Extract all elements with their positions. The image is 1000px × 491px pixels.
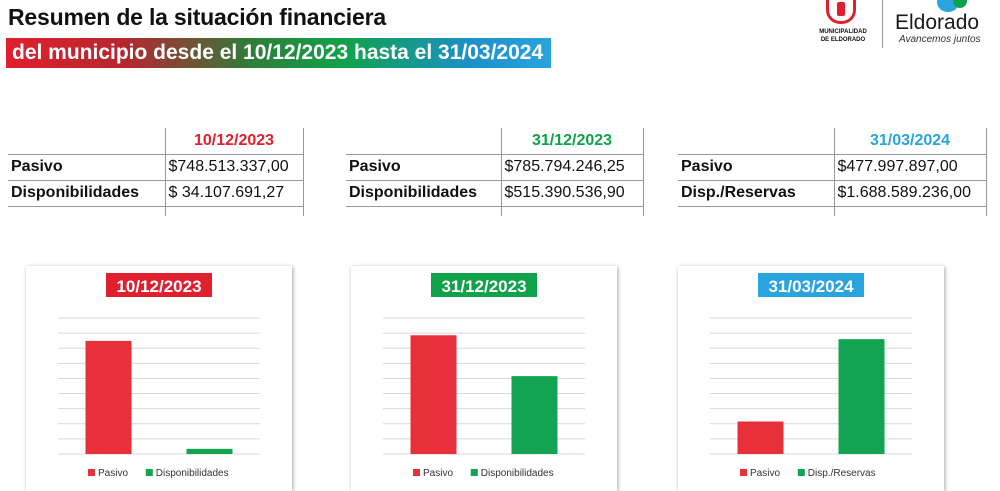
bar-disponibilidades (186, 448, 233, 454)
legend-swatch (740, 469, 747, 476)
legend-swatch (88, 469, 95, 476)
legend-swatch (470, 469, 478, 476)
legend-label: Disp./Reservas (808, 468, 876, 479)
table-date: 31/12/2023 (501, 128, 644, 154)
bar-pasivo (85, 340, 132, 454)
chart-title: 31/12/2023 (441, 277, 526, 296)
logo-divider (882, 0, 883, 48)
legend-label: Pasivo (750, 468, 780, 479)
page-title: Resumen de la situación financiera (8, 4, 386, 30)
row-label: Pasivo (346, 153, 502, 180)
legend-label: Pasivo (98, 468, 128, 479)
municipality-logo: MUNICIPALIDAD DE ELDORADO (814, 0, 872, 48)
bar-disp-reservas (838, 339, 885, 454)
bar-chart: 31/03/2024 Pasivo Disp./Reservas (710, 273, 912, 479)
row-value: $477.997.897,00 (834, 153, 987, 180)
summary-table-3: 31/03/2024 Pasivo $477.997.897,00 Disp./… (678, 128, 987, 216)
chart-panel-2: 31/12/2023 Pasivo Disponibilidades (351, 266, 617, 491)
legend-swatch (797, 469, 805, 476)
row-value: $748.513.337,00 (165, 153, 304, 180)
table-date: 31/03/2024 (834, 128, 987, 154)
row-value: $515.390.536,90 (501, 179, 644, 206)
shield-icon (826, 0, 856, 24)
row-label: Pasivo (678, 153, 835, 180)
municipality-logo-text: MUNICIPALIDAD DE ELDORADO (819, 29, 867, 43)
chart-panel-3: 31/03/2024 Pasivo Disp./Reservas (678, 266, 944, 491)
row-label: Disponibilidades (8, 179, 166, 206)
bar-chart: 31/12/2023 Pasivo Disponibilidades (383, 273, 585, 479)
brand-name: Eldorado (895, 11, 980, 34)
leaf-icon-small (953, 0, 967, 8)
table-date: 10/12/2023 (165, 128, 304, 154)
legend-swatch (145, 469, 153, 476)
eldorado-logo: Eldorado Avancemos juntos (893, 0, 1000, 48)
chart-title-badge (106, 273, 212, 297)
brand-tagline: Avancemos juntos (899, 34, 981, 45)
page-subtitle: del municipio desde el 10/12/2023 hasta … (6, 38, 552, 68)
row-value: $785.794.246,25 (501, 153, 644, 180)
bar-chart: 10/12/2023 Pasivo Disponibilidades (58, 273, 260, 479)
bar-pasivo (737, 421, 784, 454)
row-value: $ 34.107.691,27 (165, 179, 304, 206)
chart-title: 10/12/2023 (116, 277, 201, 296)
legend-label: Pasivo (423, 468, 453, 479)
chart-title-badge (431, 273, 537, 297)
legend-swatch (413, 469, 420, 476)
summary-table-2: 31/12/2023 Pasivo $785.794.246,25 Dispon… (346, 128, 644, 216)
row-label: Pasivo (8, 153, 166, 180)
row-value: $1.688.589.236,00 (834, 179, 987, 206)
chart-panel-1: 10/12/2023 Pasivo Disponibilidades (26, 266, 292, 491)
legend-label: Disponibilidades (156, 468, 229, 479)
summary-table-1: 10/12/2023 Pasivo $748.513.337,00 Dispon… (8, 128, 304, 216)
chart-title-badge (758, 273, 864, 297)
row-label: Disp./Reservas (678, 179, 835, 206)
bar-disponibilidades (511, 376, 558, 454)
row-label: Disponibilidades (346, 179, 502, 206)
legend-label: Disponibilidades (481, 468, 554, 479)
bar-pasivo (410, 335, 457, 454)
chart-title: 31/03/2024 (768, 277, 854, 296)
